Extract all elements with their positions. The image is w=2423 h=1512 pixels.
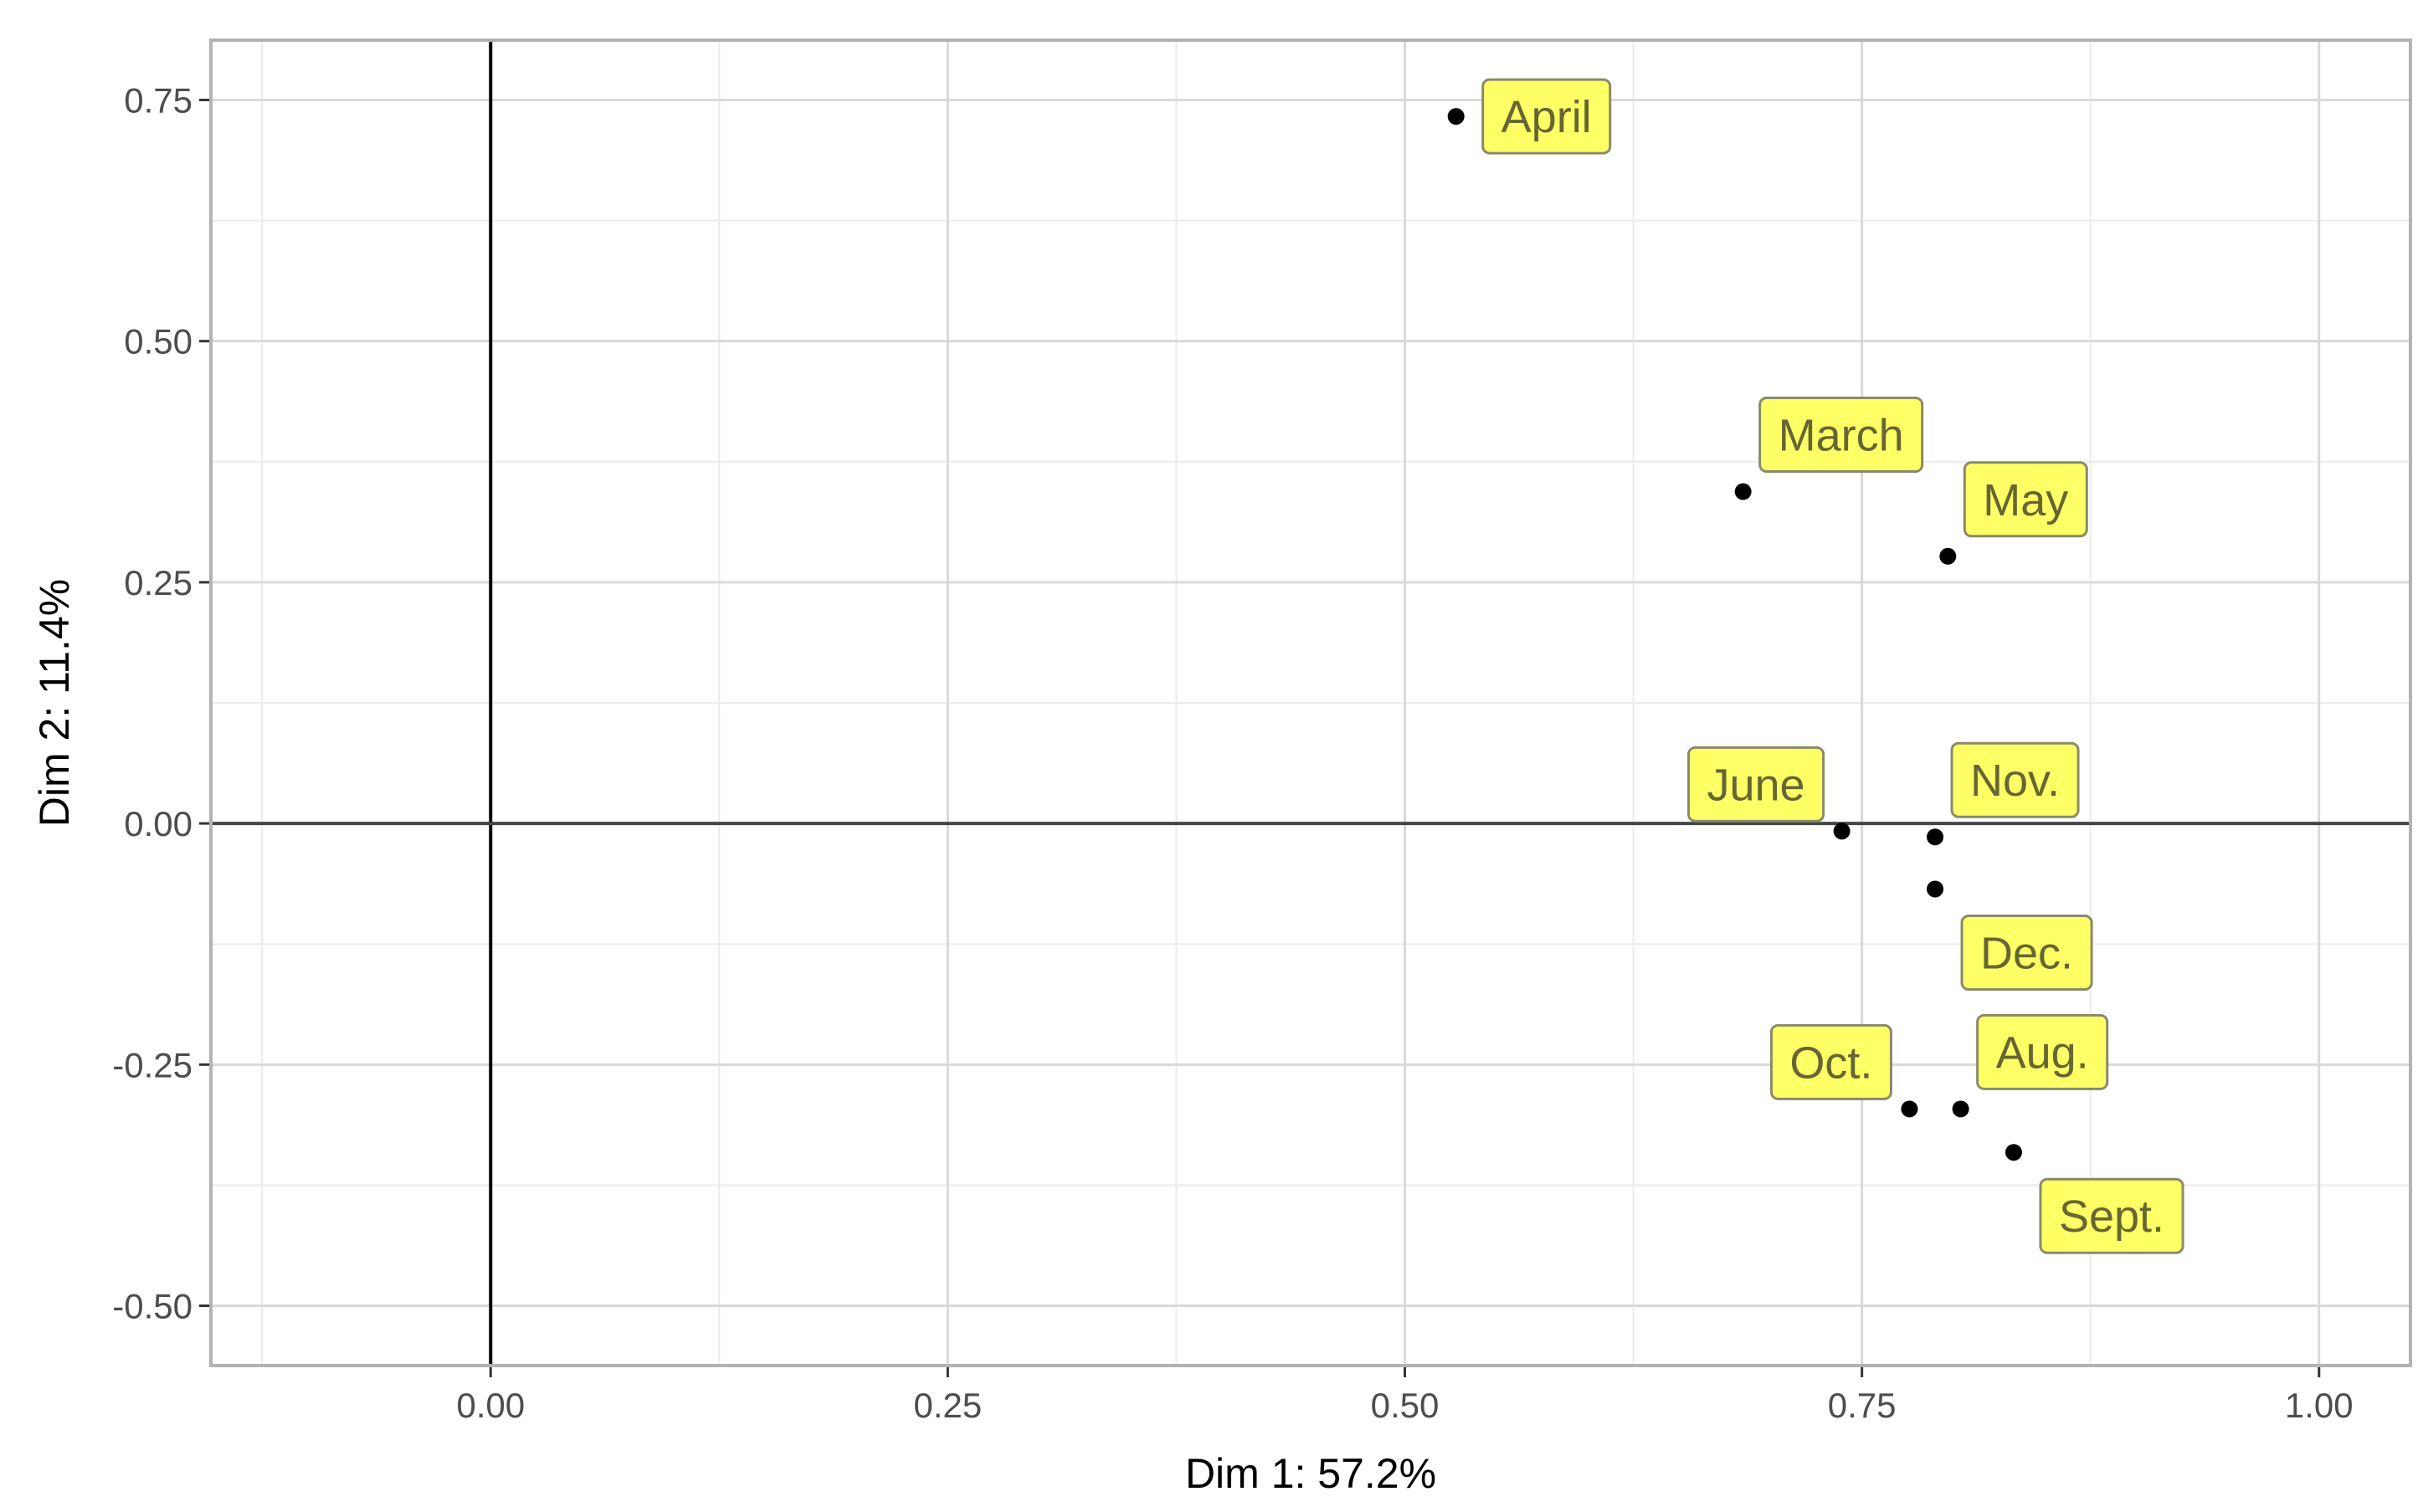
x-tick-label: 0.00: [456, 1386, 525, 1425]
y-tick-label: -0.25: [112, 1045, 193, 1084]
point-labels: April March May June Nov. Dec. Oct. Aug. Sept.: [1481, 78, 2184, 1254]
reference-lines: [211, 40, 2410, 1366]
data-point-dec: [1927, 880, 1944, 898]
x-tick-label: 0.75: [1828, 1386, 1897, 1425]
y-tick-label: 0.50: [124, 322, 193, 361]
x-tick-label: 1.00: [2285, 1386, 2354, 1425]
label-box: [2039, 1177, 2184, 1254]
x-tick-label: 0.50: [1371, 1386, 1440, 1425]
y-axis-title: Dim 2: 11.4%: [31, 579, 78, 827]
label-box: [1481, 78, 1612, 155]
label-box: [1758, 397, 1924, 474]
point-label-may: May: [1983, 475, 2068, 525]
label-box: [1686, 746, 1825, 823]
data-point-sept: [2005, 1144, 2022, 1161]
data-point-may: [1939, 547, 1957, 565]
label-box: [1769, 1023, 1892, 1100]
data-points: [1447, 108, 2022, 1161]
data-point-oct: [1901, 1100, 1918, 1118]
point-label-june: June: [1707, 760, 1804, 810]
y-tick-label: -0.50: [112, 1287, 193, 1326]
data-point-april: [1447, 108, 1465, 126]
label-box: [1960, 914, 2093, 991]
y-tick-label: 0.25: [124, 563, 193, 602]
data-point-june: [1833, 823, 1851, 840]
point-label-oct: Oct.: [1789, 1038, 1872, 1088]
x-tick-label: 0.25: [913, 1386, 982, 1425]
data-point-aug: [1952, 1100, 1969, 1118]
label-box: [1963, 461, 2088, 538]
point-label-nov: Nov.: [1970, 756, 2060, 806]
panel-border: [209, 38, 2412, 1367]
label-box: [1976, 1013, 2109, 1090]
y-tick-label: 0.00: [124, 804, 193, 843]
point-label-sept: Sept.: [2059, 1192, 2164, 1242]
y-tick-label: 0.75: [124, 80, 193, 120]
point-label-march: March: [1779, 411, 1904, 461]
point-label-aug: Aug.: [1996, 1028, 2089, 1078]
axis-ticks: 0.00 0.25 0.50 0.75 1.00 -0.50 -0.25 0.00 0.25 0.…: [112, 80, 2353, 1425]
label-box: [1950, 741, 2080, 818]
point-label-april: April: [1502, 92, 1592, 142]
data-point-nov: [1927, 828, 1944, 846]
grid: [211, 40, 2410, 1366]
point-label-dec: Dec.: [1980, 928, 2073, 978]
data-point-march: [1734, 483, 1752, 500]
x-axis-title: Dim 1: 57.2%: [1185, 1450, 1436, 1497]
